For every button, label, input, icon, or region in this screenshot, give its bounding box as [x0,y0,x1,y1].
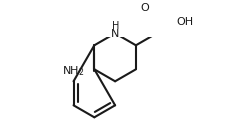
Text: H: H [112,21,119,31]
Text: NH$_2$: NH$_2$ [61,64,84,78]
Text: N: N [111,29,119,39]
Text: O: O [139,3,148,13]
Text: OH: OH [176,18,193,27]
